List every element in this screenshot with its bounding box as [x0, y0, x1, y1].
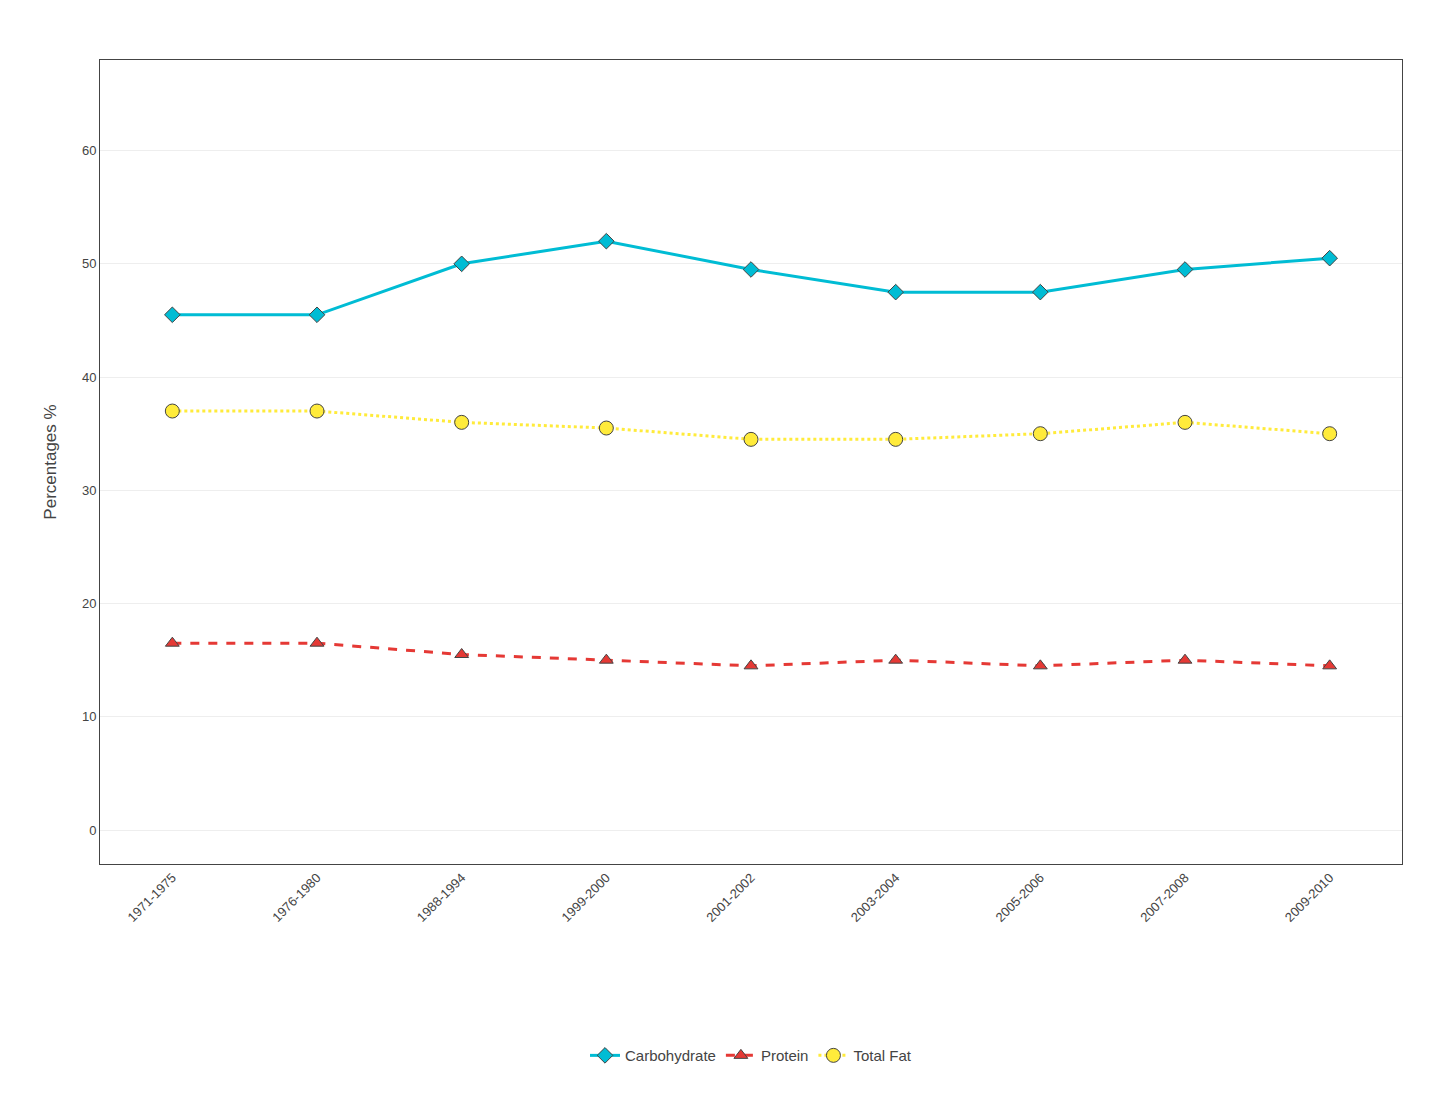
svg-text:Total Fat: Total Fat [853, 1047, 911, 1064]
svg-text:30: 30 [82, 483, 96, 498]
svg-text:2001-2002: 2001-2002 [703, 870, 758, 925]
svg-text:Carbohydrate: Carbohydrate [625, 1047, 716, 1064]
svg-text:1971-1975: 1971-1975 [124, 870, 179, 925]
svg-text:1988-1994: 1988-1994 [414, 870, 469, 925]
svg-text:Percentages %: Percentages % [41, 404, 60, 519]
svg-text:60: 60 [82, 143, 96, 158]
svg-text:10: 10 [82, 709, 96, 724]
svg-text:1976-1980: 1976-1980 [269, 870, 324, 925]
svg-text:2003-2004: 2003-2004 [848, 870, 903, 925]
svg-text:20: 20 [82, 596, 96, 611]
svg-text:0: 0 [89, 823, 96, 838]
svg-text:2007-2008: 2007-2008 [1137, 870, 1192, 925]
svg-text:2009-2010: 2009-2010 [1282, 870, 1337, 925]
svg-text:50: 50 [82, 256, 96, 271]
svg-text:1999-2000: 1999-2000 [558, 870, 613, 925]
svg-text:Protein: Protein [761, 1047, 809, 1064]
svg-text:40: 40 [82, 370, 96, 385]
svg-text:2005-2006: 2005-2006 [992, 870, 1047, 925]
